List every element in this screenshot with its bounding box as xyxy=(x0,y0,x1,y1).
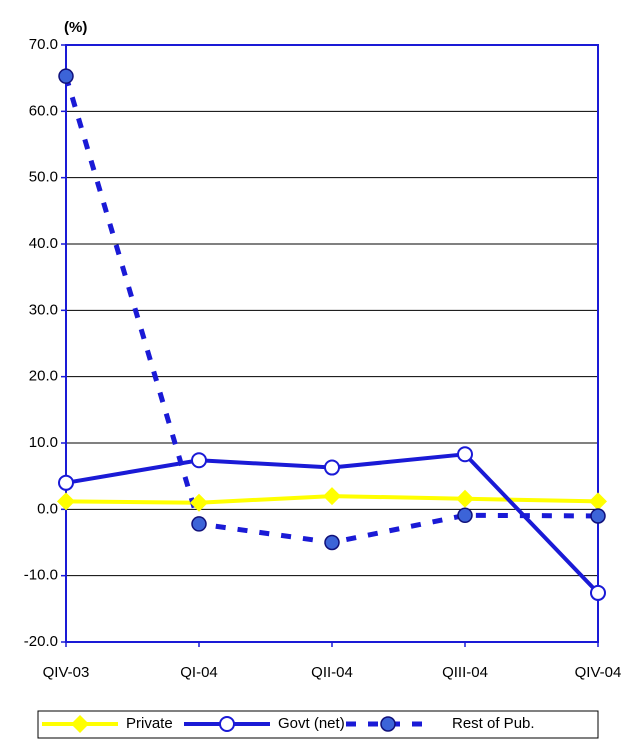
x-tick-label: QIV-04 xyxy=(575,664,622,681)
point xyxy=(457,446,473,463)
y-tick-label: 50.0 xyxy=(29,169,58,186)
y-tick-label: 60.0 xyxy=(29,102,58,119)
y-tick-label: -10.0 xyxy=(24,567,58,584)
y-tick-label: 70.0 xyxy=(29,36,58,53)
y-axis-label: (%) xyxy=(64,19,87,36)
legend-marker xyxy=(219,716,235,732)
legend-marker xyxy=(380,716,396,732)
point xyxy=(191,452,207,469)
legend-label: Govt (net) xyxy=(278,715,345,732)
y-tick-label: 20.0 xyxy=(29,368,58,385)
point xyxy=(58,68,74,84)
point xyxy=(191,516,207,532)
point xyxy=(590,584,606,601)
x-tick-label: QI-04 xyxy=(180,664,218,681)
x-tick-label: QII-04 xyxy=(311,664,353,681)
legend-box xyxy=(37,710,599,739)
legend-label: Private xyxy=(126,715,173,732)
point xyxy=(58,474,74,491)
x-tick-label: QIV-03 xyxy=(43,664,90,681)
point xyxy=(323,487,341,506)
x-tick-label: QIII-04 xyxy=(442,664,488,681)
y-tick-label: 10.0 xyxy=(29,434,58,451)
y-tick-label: 0.0 xyxy=(37,500,58,517)
point xyxy=(456,489,474,508)
y-tick-label: -20.0 xyxy=(24,633,58,650)
legend-label: Rest of Pub. xyxy=(452,715,535,732)
point xyxy=(324,534,340,551)
point xyxy=(590,508,606,524)
point xyxy=(457,507,473,524)
point xyxy=(589,492,607,511)
point xyxy=(57,492,75,511)
point xyxy=(190,493,208,512)
point xyxy=(324,459,340,476)
plot-frame xyxy=(65,44,599,643)
legend-marker xyxy=(71,715,89,733)
y-tick-label: 30.0 xyxy=(29,301,58,318)
y-tick-label: 40.0 xyxy=(29,235,58,252)
legend: Private Govt (net) Rest of Pub. xyxy=(37,710,599,739)
